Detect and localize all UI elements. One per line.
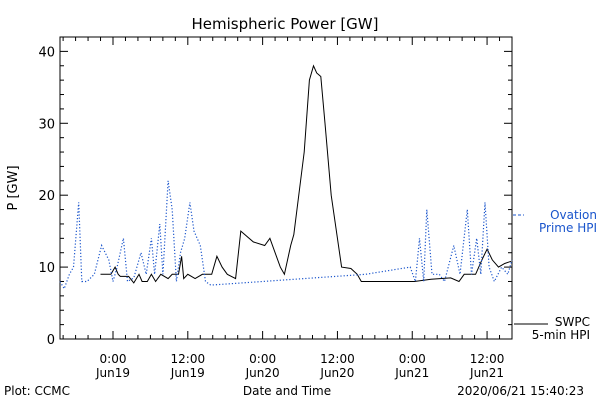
legend-label: 5-min HPI [532, 328, 590, 342]
y-tick-label: 30 [38, 117, 55, 132]
x-tick-date-label: Jun20 [245, 366, 280, 380]
series-line-swpc [100, 64, 512, 284]
footer-timestamp: 2020/06/21 15:40:23 [457, 384, 584, 398]
legend-label: SWPC [555, 315, 590, 329]
x-tick-time-label: 0:00 [249, 352, 276, 366]
legend-label: Ovation [550, 208, 597, 222]
x-tick-time-label: 12:00 [470, 352, 505, 366]
y-tick-label: 20 [38, 189, 55, 204]
series-line-ovation [59, 180, 513, 291]
y-tick-label: 40 [38, 45, 55, 60]
y-axis-label: P [GW] [6, 165, 21, 210]
x-axis: 0:00Jun1912:00Jun190:00Jun2012:00Jun200:… [62, 37, 513, 380]
x-tick-time-label: 0:00 [399, 352, 426, 366]
x-tick-date-label: Jun19 [170, 366, 205, 380]
x-tick-time-label: 12:00 [320, 352, 355, 366]
x-tick-date-label: Jun21 [394, 366, 429, 380]
series-layer [59, 64, 513, 291]
x-tick-time-label: 0:00 [100, 352, 127, 366]
legend-label: Prime HPI [539, 221, 597, 235]
y-tick-label: 0 [47, 333, 55, 348]
plot-frame [59, 36, 513, 340]
x-tick-date-label: Jun21 [469, 366, 504, 380]
x-axis-label: Date and Time [243, 384, 331, 398]
y-axis: 0 10 20 30 40 [38, 36, 512, 348]
x-tick-date-label: Jun20 [319, 366, 354, 380]
footer-credit: Plot: CCMC [4, 384, 70, 398]
y-tick-label: 10 [38, 261, 55, 276]
x-tick-time-label: 12:00 [171, 352, 206, 366]
chart-title: Hemispheric Power [GW] [192, 15, 379, 33]
x-tick-date-label: Jun19 [95, 366, 130, 380]
